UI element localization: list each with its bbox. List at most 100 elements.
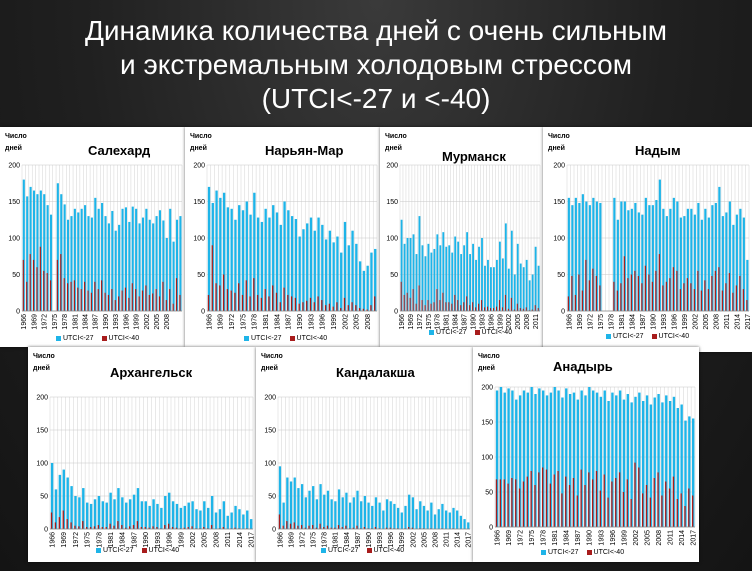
bar-utci-40 <box>82 521 84 529</box>
bar-utci-40 <box>358 308 361 311</box>
bar-utci-40 <box>312 525 314 529</box>
legend-item: UTCI<-40 <box>586 549 624 556</box>
bar-utci-40 <box>203 527 205 529</box>
x-tick-label: 1993 <box>598 530 605 546</box>
x-tick-label: 1966 <box>277 532 284 548</box>
chart-svg: 0 50 100 150 200 1966 1969 1972 1975 1978 1981 1984… <box>481 385 697 546</box>
bar-utci-40 <box>454 294 456 311</box>
bar-utci-40 <box>661 495 663 527</box>
legend-item: UTCI<-27 <box>244 335 282 342</box>
x-tick-label: 1990 <box>587 530 594 546</box>
legend-swatch <box>651 334 657 339</box>
bar-utci-27 <box>478 246 480 311</box>
bar-utci-27 <box>519 263 522 311</box>
legend-label: UTCI<-27 <box>103 547 134 554</box>
bar-utci-40 <box>522 308 524 311</box>
y-axis-label: Число дней <box>33 351 55 375</box>
x-tick-label: 2014 <box>734 314 741 330</box>
bar-utci-40 <box>171 527 174 529</box>
x-tick-label: 1990 <box>297 314 304 330</box>
bar-utci-27 <box>653 397 656 527</box>
bar-utci-40 <box>430 303 432 311</box>
bar-utci-27 <box>484 265 486 311</box>
bar-utci-27 <box>588 387 591 527</box>
bar-utci-40 <box>66 519 68 529</box>
bar-utci-27 <box>437 509 440 529</box>
chart-title: Нарьян-Мар <box>265 143 344 158</box>
bar-utci-40 <box>152 526 154 529</box>
bar-utci-40 <box>165 300 167 311</box>
bar-utci-40 <box>519 308 521 311</box>
x-tick-label: 1987 <box>93 314 100 330</box>
bar-utci-27 <box>448 512 451 529</box>
bar-utci-27 <box>680 404 683 527</box>
y-axis-label: Число дней <box>385 131 407 155</box>
bar-utci-27 <box>692 418 695 527</box>
y-tick-label: 200 <box>264 395 276 402</box>
bar-utci-40 <box>409 297 411 311</box>
bar-utci-27 <box>306 223 309 311</box>
bar-utci-40 <box>615 478 617 527</box>
bar-utci-40 <box>684 506 686 527</box>
bar-utci-40 <box>700 290 702 311</box>
bar-utci-40 <box>287 294 289 311</box>
y-tick-label: 200 <box>8 163 20 170</box>
x-tick-label: 1978 <box>62 314 69 330</box>
bar-utci-40 <box>49 280 52 311</box>
bar-utci-27 <box>56 183 59 311</box>
legend-label: UTCI<-40 <box>373 547 405 554</box>
bar-utci-40 <box>680 493 682 527</box>
bar-utci-27 <box>649 404 653 527</box>
bar-utci-27 <box>481 238 483 311</box>
bar-utci-40 <box>336 302 338 311</box>
bar-utci-27 <box>718 186 721 311</box>
bar-utci-40 <box>530 471 532 527</box>
bar-utci-27 <box>538 388 541 527</box>
chart-title: Салехард <box>88 143 151 158</box>
bar-utci-40 <box>279 302 281 311</box>
bar-utci-40 <box>351 302 353 311</box>
bar-utci-27 <box>140 501 144 529</box>
x-tick-label: 1987 <box>355 532 362 548</box>
bar-utci-40 <box>742 289 744 311</box>
bar-utci-27 <box>172 241 175 311</box>
legend-item: UTCI<-40 <box>474 329 512 336</box>
x-tick-label: 1981 <box>552 530 559 546</box>
y-axis-label: Число дней <box>261 351 283 375</box>
bar-utci-40 <box>603 474 605 527</box>
x-tick-label: 2002 <box>633 530 640 546</box>
bar-utci-27 <box>418 216 421 311</box>
bar-utci-40 <box>649 497 652 527</box>
bar-utci-27 <box>721 216 724 311</box>
bar-utci-27 <box>642 401 645 527</box>
bar-utci-27 <box>626 394 629 527</box>
bar-utci-40 <box>309 297 312 311</box>
x-tick-label: 1975 <box>85 532 92 548</box>
y-tick-label: 150 <box>264 428 276 435</box>
bar-utci-40 <box>175 527 178 529</box>
bar-utci-27 <box>313 230 316 311</box>
bar-utci-40 <box>94 281 96 311</box>
bar-utci-40 <box>370 305 372 311</box>
bar-utci-27 <box>426 510 429 529</box>
y-axis-label-line: Число <box>478 353 500 360</box>
bar-utci-40 <box>172 303 174 311</box>
x-tick-label: 1966 <box>49 532 56 548</box>
bar-utci-27 <box>525 259 528 311</box>
bar-utci-27 <box>32 190 36 311</box>
bar-utci-27 <box>430 252 433 311</box>
bar-utci-27 <box>268 217 271 311</box>
bar-utci-40 <box>89 527 92 529</box>
legend-label: UTCI<-27 <box>63 335 94 342</box>
bar-utci-27 <box>155 216 158 311</box>
bar-utci-27 <box>294 219 298 311</box>
bar-utci-27 <box>358 261 362 311</box>
bar-utci-27 <box>412 234 415 311</box>
title-line-2: и экстремальным холодовым стрессом <box>120 49 632 80</box>
legend-item: UTCI<-40 <box>651 333 689 340</box>
bar-utci-27 <box>503 392 506 527</box>
bar-utci-40 <box>669 278 671 311</box>
bar-utci-40 <box>101 527 103 529</box>
x-tick-label: 1975 <box>426 314 433 330</box>
bar-utci-40 <box>498 300 500 311</box>
